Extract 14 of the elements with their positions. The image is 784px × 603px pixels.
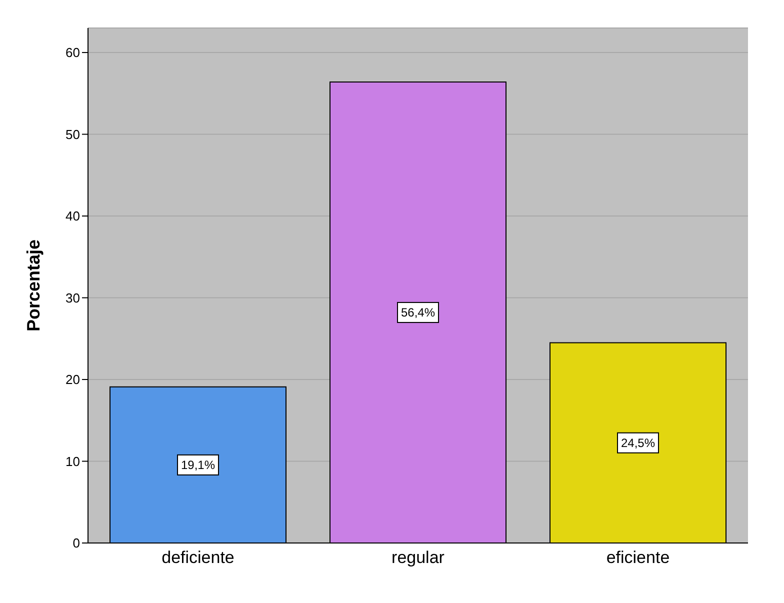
y-tick-label: 50 [66,126,80,142]
x-tick-label: eficiente [606,548,670,568]
y-axis-title: Porcentaje [23,239,44,332]
y-tick-label: 20 [66,372,80,388]
data-label: 56,4% [400,305,436,320]
x-tick-label: regular [392,548,445,568]
data-label: 24,5% [620,436,656,450]
y-tick-label: 40 [66,208,80,224]
data-label: 19,1% [180,458,216,472]
x-tick-label: deficiente [162,548,234,568]
y-tick-label: 10 [66,454,80,469]
y-tick-label: 30 [66,290,80,306]
y-tick-label: 60 [66,45,80,60]
y-tick-label: 0 [72,536,80,551]
